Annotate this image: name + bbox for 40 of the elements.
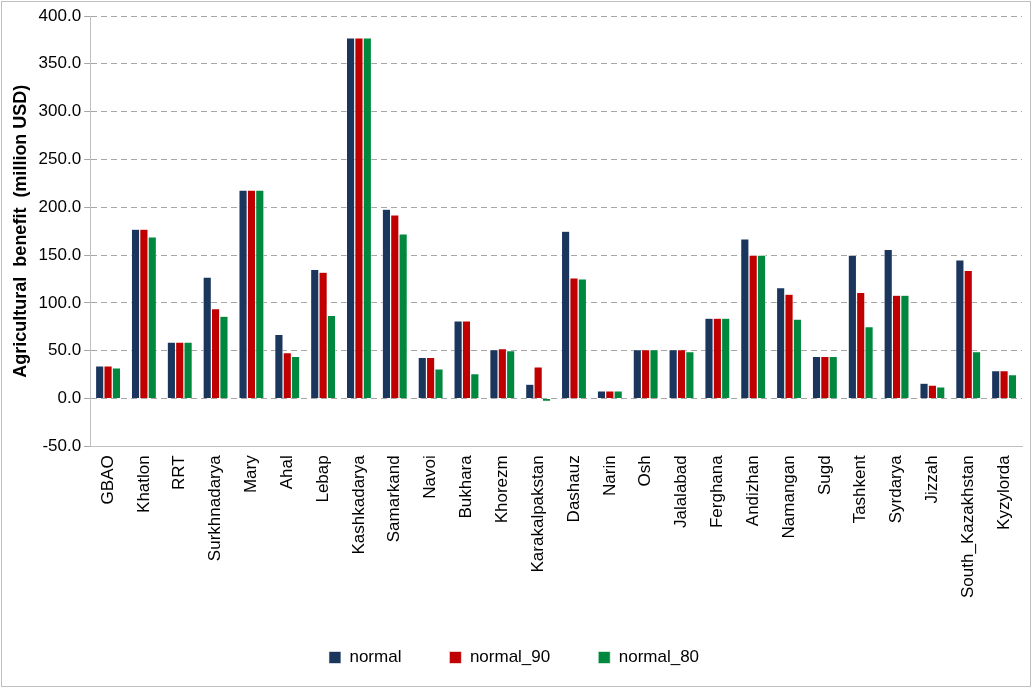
x-tick-label: Kyzylorda — [993, 454, 1013, 530]
y-tick-label: 300.0 — [38, 101, 82, 121]
x-tick-label: Syrdarya — [886, 454, 906, 524]
x-tick-label: RRT — [169, 455, 189, 490]
x-tick-label: Khorezm — [492, 455, 511, 524]
x-tick-label: South_Kazakhstan — [957, 455, 977, 598]
legend-label: normal — [349, 647, 402, 667]
x-tick-label: Karakalpakstan — [527, 455, 547, 573]
x-tick-label: Ahal — [276, 455, 296, 490]
x-tick-label: Dashauz — [563, 455, 583, 523]
y-tick-label: 150.0 — [38, 244, 82, 264]
x-tick-label: Surkhnadarya — [205, 454, 225, 562]
x-tick-label: Osh — [635, 455, 655, 487]
x-tick-label: GBAO — [97, 455, 117, 505]
y-tick-label: 350.0 — [38, 53, 82, 73]
x-tick-label: Khatlon — [133, 455, 153, 513]
x-tick-label: Navoi — [420, 455, 440, 499]
y-tick-label: 100.0 — [38, 292, 82, 312]
x-tick-label: Jalalabad — [671, 455, 691, 529]
x-tick-label: Sugd — [814, 455, 834, 495]
x-tick-label: Bukhara — [456, 454, 476, 519]
legend-label: normal_90 — [469, 647, 551, 667]
x-tick-label: Namangan — [778, 455, 798, 539]
y-axis-title: Agricultural benefit (million USD) — [9, 84, 30, 378]
x-tick-label: Ferghana — [707, 454, 727, 529]
y-tick-label: 200.0 — [38, 196, 82, 216]
y-tick-label: 250.0 — [38, 149, 82, 169]
y-tick-label: 50.0 — [48, 340, 82, 360]
y-tick-label: 0.0 — [57, 388, 82, 408]
legend-label: normal_80 — [618, 647, 700, 667]
x-tick-label: Lebap — [312, 455, 332, 503]
x-tick-label: Andizhan — [742, 455, 762, 527]
x-tick-label: Jizzah — [922, 455, 942, 504]
x-tick-label: Narin — [599, 455, 619, 496]
x-tick-label: Kashkadarya — [348, 454, 368, 555]
y-tick-label: 400.0 — [38, 5, 82, 25]
x-tick-label: Samarkand — [384, 455, 404, 543]
x-tick-label: Tashkent — [850, 455, 870, 524]
x-tick-label: Mary — [241, 454, 261, 494]
y-tick-label: -50.0 — [42, 435, 82, 455]
